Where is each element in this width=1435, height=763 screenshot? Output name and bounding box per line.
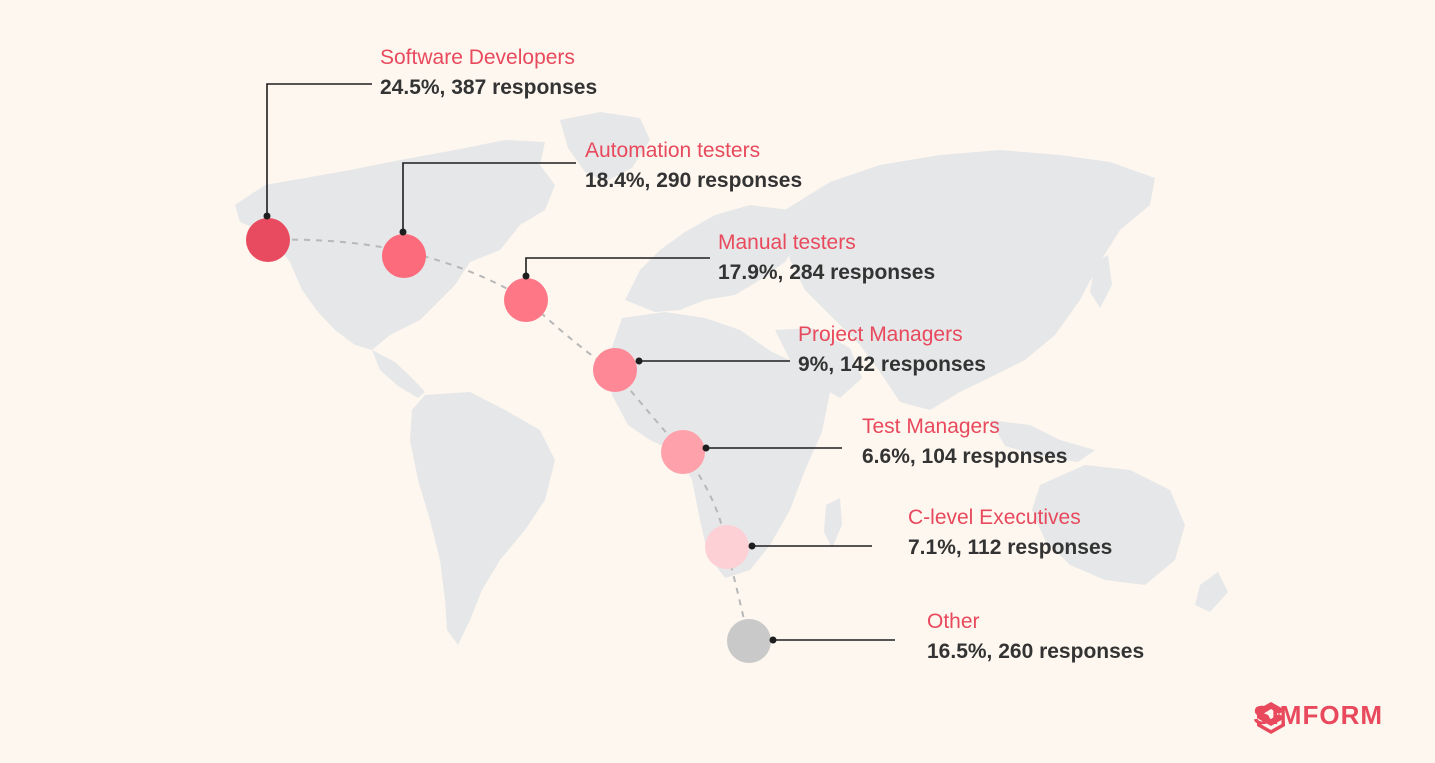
leader-dot-automation-testers xyxy=(399,228,407,236)
bubble-project-managers xyxy=(593,348,637,392)
leader-dot-manual-testers xyxy=(522,272,530,280)
label-value-c-level-executives: 7.1%, 112 responses xyxy=(908,536,1113,559)
label-value-project-managers: 9%, 142 responses xyxy=(798,353,986,376)
label-value-other: 16.5%, 260 responses xyxy=(927,640,1145,663)
leader-line-software-developers xyxy=(266,83,372,216)
bubble-software-developers xyxy=(246,218,290,262)
label-value-software-developers: 24.5%, 387 responses xyxy=(380,76,598,99)
bubble-c-level-executives xyxy=(705,525,749,569)
leader-line-automation-testers xyxy=(402,162,576,232)
label-value-test-managers: 6.6%, 104 responses xyxy=(862,445,1068,468)
label-title-c-level-executives: C-level Executives xyxy=(908,506,1081,529)
bubble-automation-testers xyxy=(382,234,426,278)
leader-dot-test-managers xyxy=(702,444,710,452)
label-title-manual-testers: Manual testers xyxy=(718,231,856,254)
label-value-manual-testers: 17.9%, 284 responses xyxy=(718,261,936,284)
leader-dot-c-level-executives xyxy=(748,542,756,550)
bubble-other xyxy=(727,619,771,663)
bubble-test-managers xyxy=(661,430,705,474)
simform-logo-icon xyxy=(1257,702,1286,734)
label-title-automation-testers: Automation testers xyxy=(585,139,761,162)
leader-dot-project-managers xyxy=(635,357,643,365)
brand-logo: SIMFORM xyxy=(1253,700,1383,734)
leader-line-manual-testers xyxy=(525,257,710,276)
label-value-automation-testers: 18.4%, 290 responses xyxy=(585,169,803,192)
label-title-test-managers: Test Managers xyxy=(862,415,1000,438)
leader-dot-other xyxy=(769,636,777,644)
leader-dot-software-developers xyxy=(263,212,271,220)
label-title-project-managers: Project Managers xyxy=(798,323,963,346)
bubble-manual-testers xyxy=(504,278,548,322)
label-title-other: Other xyxy=(927,610,980,633)
label-title-software-developers: Software Developers xyxy=(380,46,575,69)
